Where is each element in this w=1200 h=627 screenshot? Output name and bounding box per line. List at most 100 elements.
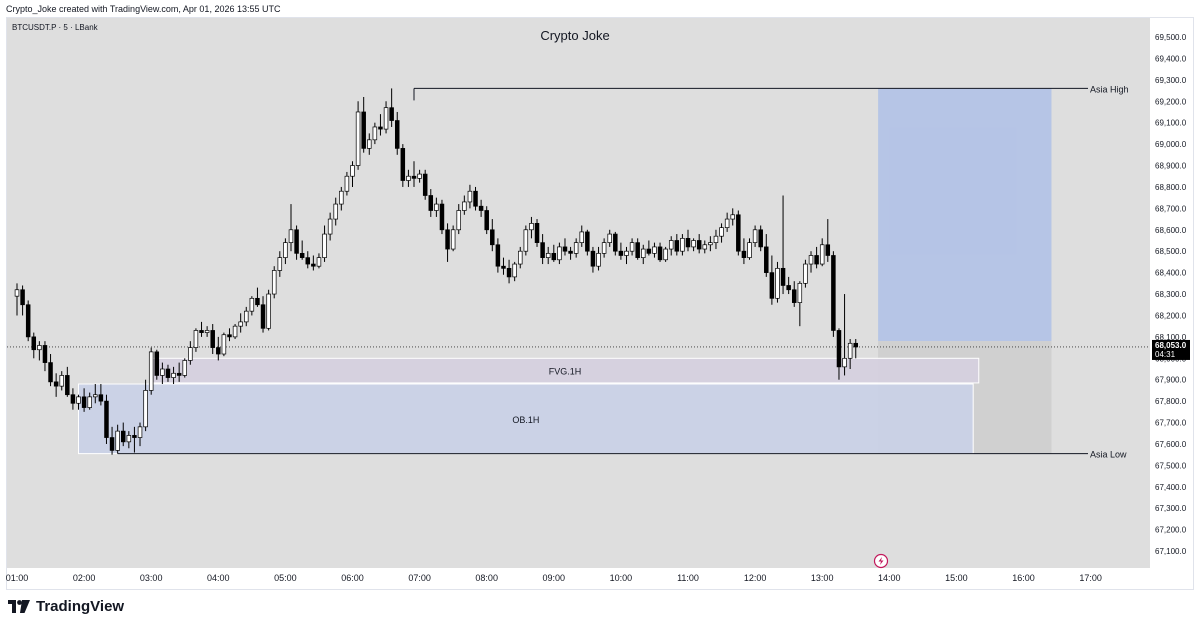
candle [719,227,724,237]
candle [193,330,199,348]
y-tick-label: 68,700.0 [1155,204,1187,213]
y-tick-label: 69,400.0 [1155,54,1187,63]
candle [724,218,730,228]
x-tick-label: 03:00 [140,573,163,583]
tradingview-wordmark: TradingView [36,598,125,615]
y-tick-label: 67,500.0 [1155,461,1187,470]
candle [65,375,70,396]
level-label-asia-high: Asia High [1090,84,1129,94]
candle [450,229,456,250]
candle [104,400,109,438]
symbol-label[interactable]: BTCUSDT.P · 5 · LBank [12,23,98,32]
candle [20,289,25,306]
candle [25,304,31,338]
y-tick-label: 68,600.0 [1155,226,1187,235]
candle [629,242,635,252]
footer-branding[interactable]: TradingView [8,598,124,615]
candle [478,205,484,211]
x-tick-label: 04:00 [207,573,230,583]
candle [288,229,294,243]
candle [825,244,831,256]
candle [741,250,747,258]
x-tick-label: 06:00 [341,573,364,583]
candle [568,250,573,254]
candle [216,347,221,355]
x-tick-label: 16:00 [1012,573,1035,583]
candle [585,231,590,252]
candle [708,242,713,246]
candle [59,375,64,387]
candle [646,248,652,254]
last-price-value: 68,053.0 [1155,341,1187,350]
candle [406,175,411,181]
candle [344,175,350,192]
x-tick-label: 01:00 [6,573,29,583]
candle [747,242,752,258]
candle [769,272,775,299]
y-tick-label: 68,300.0 [1155,290,1187,299]
candle [143,390,148,428]
zone-label-ob-1h: OB.1H [512,415,539,425]
candle [37,345,42,351]
y-tick-label: 68,800.0 [1155,183,1187,192]
candle [389,107,394,121]
y-tick-label: 68,400.0 [1155,269,1187,278]
candle [355,111,361,166]
candle [372,126,378,141]
y-tick-label: 67,600.0 [1155,440,1187,449]
y-tick-label: 69,300.0 [1155,76,1187,85]
x-tick-label: 13:00 [811,573,834,583]
candle [165,368,171,378]
candle [350,165,355,177]
candle [495,244,501,267]
candle [758,229,763,248]
candle [573,242,579,254]
candle [249,297,255,312]
candle [467,190,473,203]
candle [132,435,137,438]
candle [367,139,372,149]
candle [668,240,674,250]
x-tick-label: 10:00 [610,573,633,583]
x-tick-label: 15:00 [945,573,968,583]
y-tick-label: 67,300.0 [1155,504,1187,513]
candle [641,248,646,258]
tradingview-logo-icon [8,600,30,613]
candle [42,345,48,363]
candle [428,195,434,211]
x-tick-label: 05:00 [274,573,297,583]
candle [624,250,629,256]
candle [188,347,193,361]
candle [736,214,741,252]
candle [663,248,668,261]
x-tick-label: 08:00 [475,573,498,583]
candle [674,240,680,252]
candle [322,233,327,258]
x-tick-label: 12:00 [744,573,767,583]
candle [70,394,76,404]
candle [299,252,305,258]
candle [713,235,719,243]
candle [378,126,383,130]
last-price-tag [1152,339,1190,360]
candle [76,396,81,404]
lightning-bolt [878,557,884,565]
y-tick-label: 69,100.0 [1155,119,1187,128]
x-tick-label: 17:00 [1079,573,1102,583]
candle [831,255,836,331]
candle [137,426,143,438]
candle [31,336,37,351]
candle [394,120,400,149]
candle [462,201,467,211]
candle [685,237,691,248]
candle [445,229,450,250]
candle [204,330,210,333]
candle [791,289,797,303]
candle [529,223,534,231]
candle [266,293,271,329]
candle [210,330,215,348]
candle [814,255,819,265]
candle [400,148,406,181]
candle [327,218,333,235]
